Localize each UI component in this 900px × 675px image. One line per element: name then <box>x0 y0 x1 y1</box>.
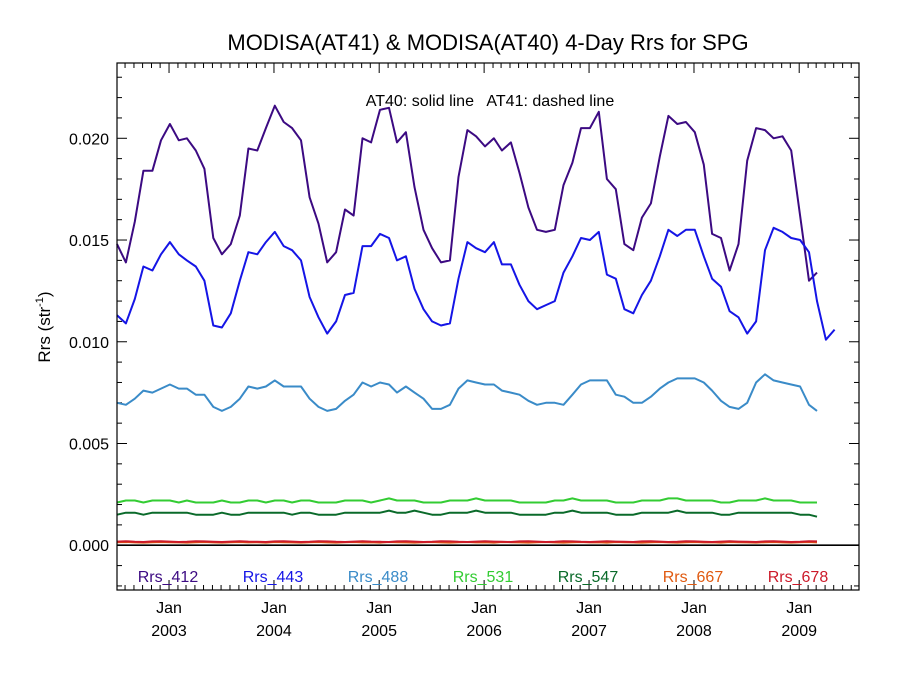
x-tick-month: Jan <box>576 600 602 617</box>
legend-entry: Rrs_412 <box>138 569 199 586</box>
legend-entry: Rrs_678 <box>768 569 829 586</box>
y-tick-label: 0.010 <box>69 335 109 352</box>
legend: Rrs_412 Rrs_443 Rrs_488 Rrs_531 Rrs_547 Rrs_6… <box>138 569 829 586</box>
y-axis-label-main: Rrs (str <box>35 307 54 363</box>
legend-entry: Rrs_547 <box>558 569 619 586</box>
x-tick-year: 2007 <box>571 623 607 640</box>
y-axis-label: Rrs (str-1) <box>34 291 54 362</box>
series-line-rrs-412 <box>116 104 818 282</box>
x-tick-month: Jan <box>681 600 707 617</box>
series-line-rrs-678 <box>116 540 818 543</box>
x-tick-year: 2003 <box>151 623 187 640</box>
series-line-rrs-531 <box>116 497 817 504</box>
legend-entry: Rrs_531 <box>453 569 514 586</box>
x-tick-year: 2006 <box>466 623 502 640</box>
y-tick-label: 0.015 <box>69 233 109 250</box>
x-tick-year: 2009 <box>781 623 817 640</box>
y-tick-label: 0.020 <box>69 131 109 148</box>
tick-marks <box>117 63 859 590</box>
series-line-rrs-443 <box>116 226 836 341</box>
legend-entry: Rrs_667 <box>663 569 724 586</box>
chart-title: MODISA(AT41) & MODISA(AT40) 4-Day Rrs fo… <box>227 30 748 55</box>
x-tick-year: 2005 <box>361 623 397 640</box>
x-tick-month: Jan <box>786 600 812 617</box>
x-tick-month: Jan <box>156 600 182 617</box>
y-tick-labels: 0.000 0.005 0.010 0.015 0.020 <box>69 131 109 555</box>
y-axis-label-sup: -1 <box>34 297 46 307</box>
series-lines <box>116 104 836 544</box>
x-tick-month: Jan <box>261 600 287 617</box>
legend-entry: Rrs_488 <box>348 569 409 586</box>
plot-frame <box>116 62 860 591</box>
y-axis-label-close: ) <box>35 291 54 297</box>
series-line-rrs-547 <box>116 509 818 518</box>
x-tick-month: Jan <box>471 600 497 617</box>
x-tick-year: 2004 <box>256 623 292 640</box>
legend-entry: Rrs_443 <box>243 569 304 586</box>
annotation-text: AT40: solid line AT41: dashed line <box>366 93 615 110</box>
y-tick-label: 0.000 <box>69 538 109 555</box>
x-tick-labels: Jan 2003 Jan 2004 Jan 2005 Jan 2006 Jan 2007 Jan 20… <box>151 600 817 640</box>
x-tick-year: 2008 <box>676 623 712 640</box>
series-line-rrs-488 <box>116 373 818 412</box>
y-tick-label: 0.005 <box>69 436 109 453</box>
x-tick-month: Jan <box>366 600 392 617</box>
